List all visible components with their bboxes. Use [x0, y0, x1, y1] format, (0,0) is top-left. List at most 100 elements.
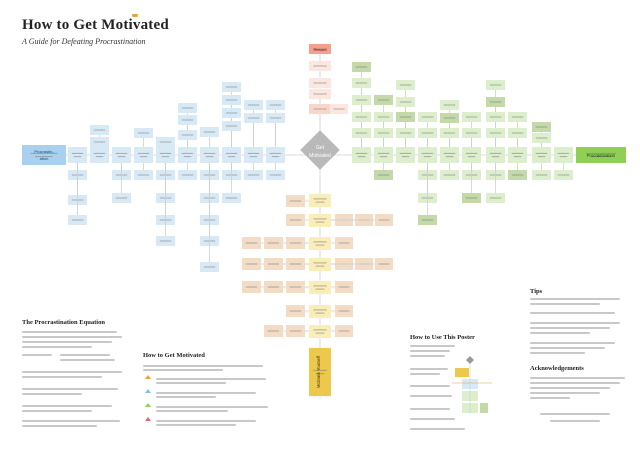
left-down-box-2-text-lines	[71, 219, 84, 221]
equation-section-title: The Procrastination Equation	[22, 319, 105, 326]
bottom-right-box-2-text-lines	[378, 219, 390, 221]
left-spine-box-8	[244, 147, 263, 163]
tips-section-title: Tips	[530, 288, 543, 295]
left-spine-box-3-text-lines	[137, 152, 150, 158]
top-box-0-text-lines	[313, 65, 327, 67]
right-up-box-7-text-lines	[377, 132, 390, 134]
text-line	[410, 418, 455, 420]
bottom-left-box-12-text-lines	[267, 330, 280, 332]
how-to-section-title: How to Get Motivated	[143, 352, 205, 359]
right-spine-box-7-text-lines	[511, 152, 524, 158]
acknowledgements-section-title: Acknowledgements	[530, 365, 584, 372]
left-up-box-2-text-lines	[137, 132, 150, 134]
legend-diamond	[466, 356, 474, 364]
right-up-box-14-text-lines	[443, 104, 456, 106]
text-line	[540, 413, 610, 415]
text-line	[22, 393, 82, 395]
text-line	[410, 428, 465, 430]
center-diamond	[300, 130, 340, 170]
text-line	[156, 410, 228, 412]
bottom-left-box-9-text-lines	[267, 286, 280, 288]
poster-title: How to Get Motivated	[22, 14, 169, 34]
text-line	[22, 341, 112, 343]
bottom-left-box-3-text-lines	[267, 242, 280, 244]
bottom-right-box-9-text-lines	[338, 330, 350, 332]
bottom-spine-box-6	[309, 325, 331, 338]
left-up-box-5-text-lines	[181, 119, 194, 121]
right-up-box-10-text-lines	[399, 116, 412, 118]
right-up-box-23-text-lines	[511, 116, 524, 118]
right-up-box-19-text-lines	[489, 84, 502, 86]
left-up-box-8-text-lines	[225, 86, 238, 88]
left-end-label-1: Procrastin-	[34, 149, 54, 154]
right-spine-box-3	[418, 147, 437, 163]
text-line	[530, 327, 610, 329]
right-end-label: Procrastination	[587, 153, 616, 158]
text-line	[530, 382, 620, 384]
bottom-left-box-0-text-lines	[289, 200, 302, 202]
right-down-box-3-text-lines	[421, 219, 434, 221]
text-line	[530, 387, 610, 389]
right-spine-box-7	[508, 147, 527, 163]
right-up-box-20-text-lines	[489, 101, 502, 103]
left-up-box-4-text-lines	[181, 107, 194, 109]
poster-legend	[452, 356, 492, 414]
left-spine-box-3	[134, 147, 153, 163]
right-up-box-0-text-lines	[355, 66, 368, 68]
text-line	[60, 359, 115, 361]
right-spine-box-2-text-lines	[399, 152, 412, 158]
text-line	[530, 377, 625, 379]
right-up-box-4-text-lines	[355, 132, 368, 134]
top-side-box-text-lines	[333, 108, 345, 110]
right-spine-box-8-text-lines	[535, 152, 548, 158]
right-down-box-8-text-lines	[489, 197, 502, 199]
text-line	[410, 345, 455, 347]
read-map-section-title: How to Use This Poster	[410, 334, 475, 341]
text-line	[143, 365, 263, 367]
right-spine-box-1	[374, 147, 393, 163]
right-down-box-0-text-lines	[377, 174, 390, 176]
right-spine-box-5-text-lines	[465, 152, 478, 158]
text-line	[410, 395, 452, 397]
left-down-box-9-text-lines	[159, 240, 172, 242]
right-down-box-10-text-lines	[535, 174, 548, 176]
left-down-box-10-text-lines	[181, 174, 194, 176]
text-line	[22, 388, 118, 390]
left-spine-box-5	[178, 147, 197, 163]
left-spine-box-9	[266, 147, 285, 163]
text-line	[530, 298, 620, 300]
right-down-box-11-text-lines	[557, 174, 570, 176]
center-label-1: Get	[316, 145, 325, 151]
right-up-box-13-text-lines	[421, 132, 434, 134]
left-end-label-2: ation	[40, 156, 49, 161]
bottom-left-box-5-text-lines	[245, 263, 258, 265]
right-up-box-5-text-lines	[377, 99, 390, 101]
text-line	[530, 352, 585, 354]
left-end-node-text-lines	[30, 152, 58, 158]
left-up-box-1-text-lines	[93, 141, 106, 143]
left-down-box-18-text-lines	[247, 174, 260, 176]
text-line	[156, 424, 236, 426]
right-up-box-6-text-lines	[377, 116, 390, 118]
left-up-box-10-text-lines	[225, 112, 238, 114]
right-spine-box-5	[462, 147, 481, 163]
left-up-box-7-text-lines	[203, 131, 216, 133]
right-spine-box-6-text-lines	[489, 152, 502, 158]
right-spine-box-0-text-lines	[355, 152, 368, 158]
left-spine-box-1	[90, 147, 109, 163]
left-up-box-14-text-lines	[269, 104, 282, 106]
left-up-box-3-text-lines	[159, 141, 172, 143]
left-down-box-15-text-lines	[203, 266, 216, 268]
top-box-3-text-lines	[313, 108, 327, 110]
left-end-node	[22, 145, 66, 165]
bottom-spine-box-0	[309, 194, 331, 207]
right-up-box-1-text-lines	[355, 82, 368, 84]
bottom-left-box-11-text-lines	[289, 310, 302, 312]
right-spine-box-9-text-lines	[557, 152, 570, 158]
bottom-spine-box-4	[309, 281, 331, 294]
text-line	[22, 410, 92, 412]
text-line	[22, 405, 112, 407]
left-up-box-6-text-lines	[181, 134, 194, 136]
left-up-box-13-text-lines	[247, 117, 260, 119]
